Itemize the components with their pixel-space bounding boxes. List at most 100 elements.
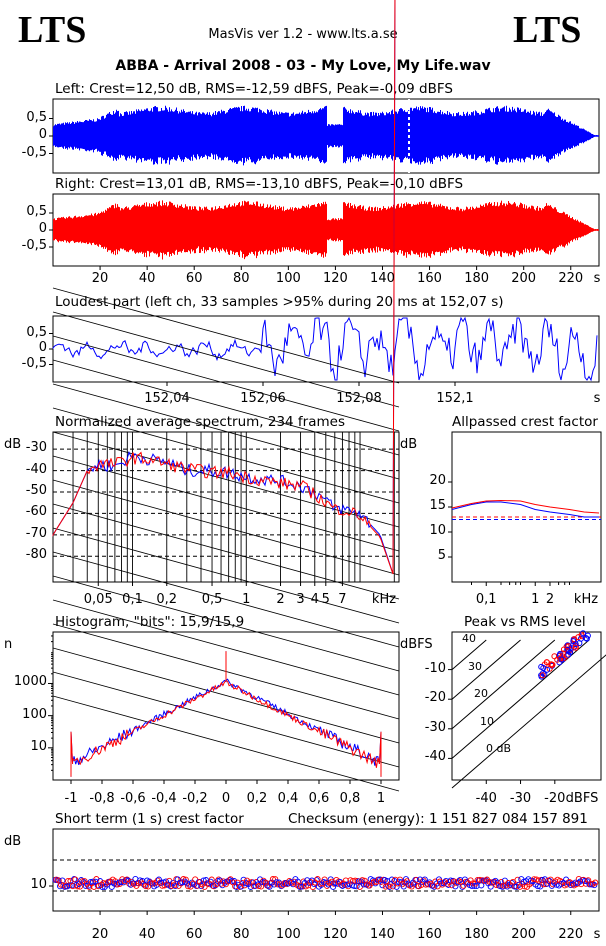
- crest-y-tick: 5: [437, 548, 446, 563]
- st-point-left: [355, 878, 362, 885]
- left-wave-caption: Left: Crest=12,50 dB, RMS=-12,59 dBFS, P…: [55, 81, 453, 97]
- right-wave-caption: Right: Crest=13,01 dB, RMS=-13,10 dBFS, …: [55, 176, 464, 192]
- histogram-caption: Histogram, "bits": 15,9/15,9: [55, 614, 245, 630]
- st-x-tick: 40: [138, 927, 156, 942]
- spec-x-tick: 4: [310, 592, 319, 607]
- pr-diagonal: [451, 654, 606, 789]
- pr-diagonal: [451, 639, 521, 700]
- st-point-right: [60, 882, 67, 889]
- short-crest-frame: [52, 828, 600, 912]
- st-point-right: [185, 883, 192, 890]
- st-point-right: [76, 883, 83, 890]
- st-point-right: [246, 879, 253, 886]
- pr-diagonal: [451, 639, 487, 670]
- crest-x-tick: 0,1: [475, 592, 497, 607]
- hist-x-tick: -1: [64, 791, 78, 806]
- st-point-right: [316, 880, 323, 887]
- st-point-right: [418, 882, 425, 889]
- spectrum-diagonal: [52, 311, 400, 408]
- spectrum-diagonal: [52, 455, 400, 552]
- spectrum-diagonal: [52, 335, 400, 432]
- st-point-left: [87, 878, 94, 886]
- pr-point: [583, 635, 589, 641]
- spectrum-diagonal: [52, 647, 400, 744]
- pr-point: [560, 646, 567, 653]
- st-point-right: [352, 877, 359, 884]
- time-unit: s: [593, 271, 601, 286]
- wave-y-tick: 0,5: [26, 204, 47, 219]
- st-point-right: [161, 882, 168, 889]
- st-point-left: [393, 883, 400, 890]
- pr-diag-label: 10: [480, 714, 494, 728]
- spec-x-tick: 1: [242, 592, 251, 607]
- wave-y-tick: 0: [38, 221, 47, 236]
- loudest-signal: [52, 316, 598, 382]
- peak-rms-caption: Peak vs RMS level: [464, 614, 586, 630]
- st-point-right: [300, 878, 307, 885]
- st-x-tick: 120: [322, 927, 348, 942]
- spec-x-tick: 0,05: [83, 592, 113, 607]
- pr-point: [543, 659, 550, 666]
- loud-y-tick: 0: [38, 340, 47, 355]
- spectrum-diagonal: [52, 383, 400, 480]
- loud-x-tick: 152,04: [144, 391, 190, 406]
- loudest-caption: Loudest part (left ch, 33 samples >95% d…: [55, 294, 504, 310]
- st-x-tick: 160: [417, 927, 442, 942]
- pr-y-tick: -20: [424, 690, 446, 706]
- crest-x-tick: 1: [531, 592, 540, 607]
- spec-x-tick: 0,2: [156, 592, 178, 607]
- st-x-tick: 200: [511, 927, 537, 942]
- short-crest-caption: Short term (1 s) crest factor: [55, 811, 244, 827]
- hist-x-tick: -0,8: [89, 791, 115, 806]
- hist-y-tick: 1000: [13, 674, 47, 690]
- spec-y-tick: -30: [25, 440, 47, 456]
- time-x-tick: 180: [464, 271, 490, 286]
- pr-diag-label: 20: [474, 687, 488, 701]
- st-point-right: [255, 882, 262, 890]
- st-point-left: [313, 877, 320, 884]
- hist-x-tick: -0,6: [120, 791, 146, 806]
- time-x-tick: 100: [275, 271, 301, 286]
- spec-unit-x: kHz: [371, 592, 397, 607]
- crest-y-tick: 20: [429, 473, 446, 488]
- hist-x-tick: 0,8: [339, 791, 361, 806]
- spectrum-diagonal: [52, 479, 400, 576]
- st-point-left: [228, 878, 235, 885]
- st-point-left: [66, 882, 73, 889]
- st-point-right: [72, 876, 79, 883]
- pr-x-tick: -20: [544, 791, 566, 806]
- spectrum-frame: [52, 431, 400, 583]
- pr-unit: dBFS: [400, 637, 433, 652]
- spec-x-tick: 0,1: [122, 592, 143, 607]
- crest-y-tick: 10: [429, 523, 446, 538]
- spec-unit: dB: [4, 437, 22, 452]
- st-x-tick: 140: [370, 927, 395, 942]
- st-point-left: [68, 882, 75, 889]
- st-point-left: [379, 882, 386, 889]
- st-point-right: [356, 883, 363, 890]
- logo-right: LTS: [513, 9, 582, 51]
- st-point-left: [172, 882, 179, 890]
- st-unit: dB: [4, 834, 22, 849]
- pr-point: [583, 635, 590, 642]
- time-x-tick: 160: [417, 271, 442, 286]
- track-title: ABBA - Arrival 2008 - 03 - My Love, My L…: [115, 58, 491, 74]
- loud-x-tick: 152,08: [336, 391, 382, 406]
- pr-point: [576, 640, 583, 647]
- pr-point: [564, 646, 571, 653]
- st-point-right: [314, 876, 321, 883]
- st-point-left: [238, 883, 245, 890]
- time-x-tick: 60: [185, 271, 203, 286]
- st-point-left: [473, 882, 480, 890]
- wave-y-tick: 0: [38, 127, 47, 142]
- hist-x-tick: -0,4: [151, 791, 177, 806]
- st-point-right: [413, 876, 420, 883]
- spectrum-right: [52, 0, 396, 575]
- logo-left: LTS: [18, 9, 87, 51]
- loud-unit: s: [593, 391, 601, 406]
- spectrum-diagonal: [52, 359, 400, 456]
- pr-y-tick: -30: [424, 719, 446, 735]
- spec-y-tick: -60: [25, 504, 47, 520]
- spec-x-tick: 0,5: [201, 592, 223, 607]
